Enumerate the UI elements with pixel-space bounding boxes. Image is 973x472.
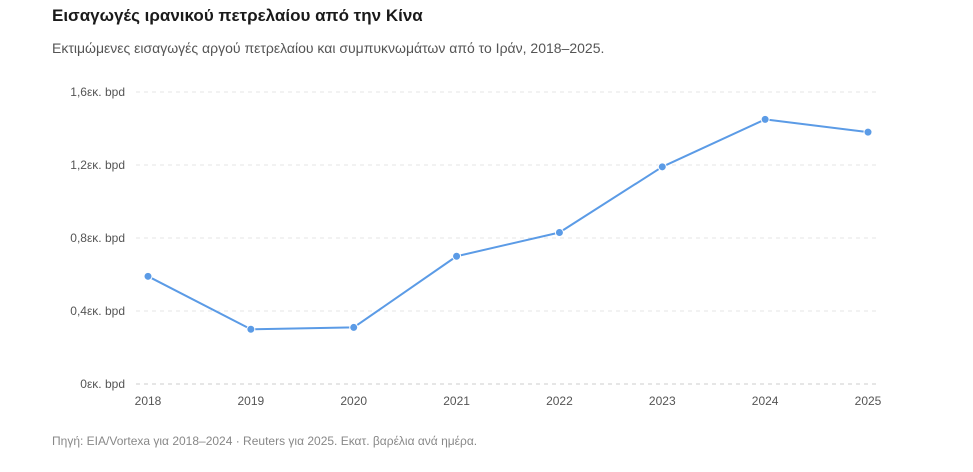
- grid-lines: [136, 91, 880, 385]
- x-tick-label: 2022: [546, 394, 573, 408]
- x-tick-label: 2024: [752, 394, 779, 408]
- x-tick-label: 2018: [135, 394, 162, 408]
- data-point[interactable]: [452, 251, 462, 261]
- source-note: Πηγή: EIA/Vortexa για 2018–2024 · Reuter…: [52, 434, 478, 448]
- x-tick-label: 2023: [649, 394, 676, 408]
- y-tick-label: 1,2εκ. bpd: [70, 158, 125, 172]
- data-point[interactable]: [143, 271, 153, 281]
- y-axis-tick-labels: 0εκ. bpd 0,4εκ. bpd 0,8εκ. bpd 1,2εκ. bpd 1,…: [70, 85, 125, 391]
- data-point[interactable]: [554, 228, 564, 238]
- y-tick-label: 0,8εκ. bpd: [70, 231, 125, 245]
- y-tick-label: 0,4εκ. bpd: [70, 304, 125, 318]
- data-point[interactable]: [760, 114, 770, 124]
- chart-title: Εισαγωγές ιρανικού πετρελαίου από την Κί…: [52, 6, 423, 25]
- x-tick-label: 2020: [340, 394, 367, 408]
- x-tick-label: 2021: [443, 394, 470, 408]
- x-tick-label: 2019: [238, 394, 265, 408]
- series-layer: [143, 114, 873, 334]
- chart-subtitle: Εκτιμώμενες εισαγωγές αργού πετρελαίου κ…: [52, 40, 605, 56]
- data-point[interactable]: [657, 162, 667, 172]
- x-axis-tick-labels: 2018 2019 2020 2021 2022 2023 2024 2025: [135, 394, 882, 408]
- data-point[interactable]: [246, 324, 256, 334]
- y-tick-label: 0εκ. bpd: [80, 377, 125, 391]
- data-point[interactable]: [863, 127, 873, 137]
- data-point[interactable]: [349, 322, 359, 332]
- y-tick-label: 1,6εκ. bpd: [70, 85, 125, 99]
- series-line: [147, 118, 869, 331]
- x-tick-label: 2025: [855, 394, 882, 408]
- line-chart: 0εκ. bpd 0,4εκ. bpd 0,8εκ. bpd 1,2εκ. bpd 1,…: [70, 85, 882, 408]
